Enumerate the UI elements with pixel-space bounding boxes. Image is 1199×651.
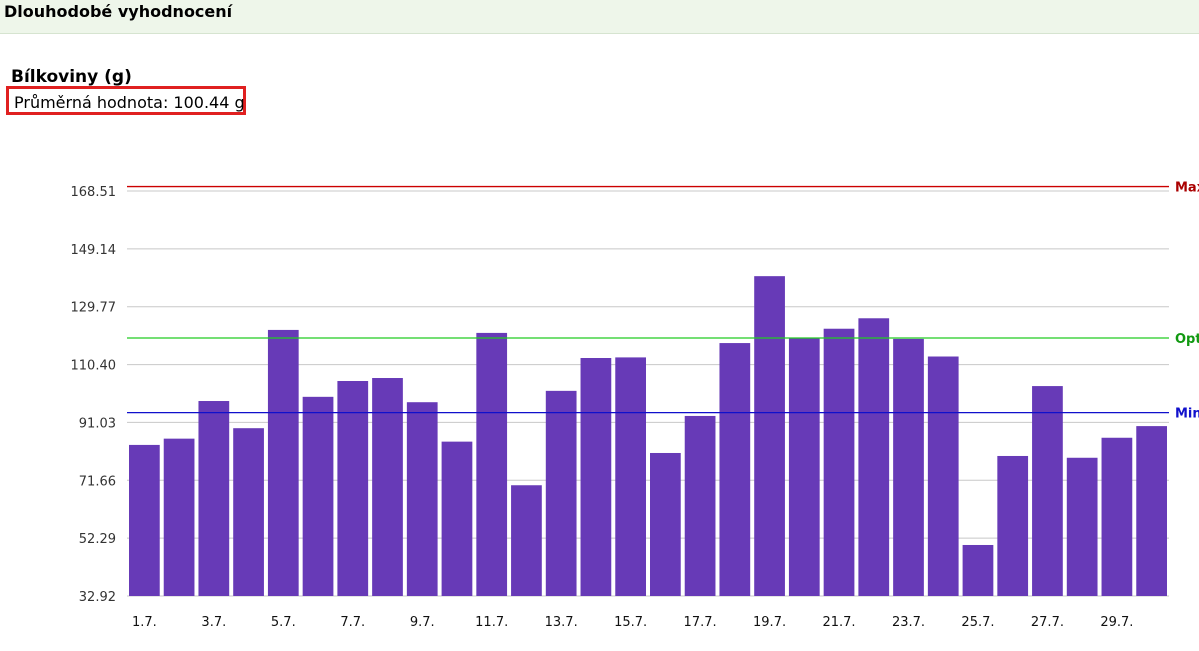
y-tick-label: 71.66 — [79, 474, 116, 489]
average-value-text: Průměrná hodnota: 100.44 g — [14, 93, 245, 112]
bar-19.7. — [754, 276, 785, 596]
bar-14.7. — [580, 358, 612, 596]
x-tick-label: 21.7. — [822, 615, 855, 630]
x-tick-label: 1.7. — [132, 615, 157, 630]
bar-2.7. — [163, 438, 195, 596]
x-tick-label: 13.7. — [545, 615, 578, 630]
reference-label-min: Min — [1175, 407, 1199, 422]
bar-1.7. — [129, 444, 160, 596]
x-tick-label: 17.7. — [684, 615, 717, 630]
bar-22.7. — [858, 318, 890, 596]
bar-29.7. — [1101, 437, 1133, 596]
x-tick-label: 11.7. — [475, 615, 508, 630]
x-tick-label: 7.7. — [340, 615, 365, 630]
bar-25.7. — [962, 544, 994, 596]
bar-21.7. — [823, 328, 855, 596]
x-tick-label: 3.7. — [201, 615, 226, 630]
reference-label-max: Max — [1175, 181, 1199, 196]
bar-30.7. — [1136, 426, 1167, 596]
bar-12.7. — [511, 485, 542, 596]
chart-section-title: Bílkoviny (g) — [11, 67, 132, 87]
bar-chart: 32.92 52.29 71.66 91.03 110.40 129.77 149.14 16… — [0, 150, 1199, 651]
bar-20.7. — [788, 338, 820, 596]
bar-chart-svg: 32.92 52.29 71.66 91.03 110.40 129.77 149.14 16… — [71, 181, 1199, 630]
bar-11.7. — [476, 332, 508, 596]
bar-18.7. — [719, 343, 751, 596]
y-tick-label: 168.51 — [71, 185, 117, 200]
bar-16.7. — [650, 452, 681, 596]
y-tick-label: 32.92 — [79, 590, 116, 605]
y-tick-label: 129.77 — [71, 301, 117, 316]
bar-28.7. — [1066, 457, 1098, 596]
x-tick-label: 29.7. — [1100, 615, 1133, 630]
x-tick-label: 9.7. — [410, 615, 435, 630]
page-title: Dlouhodobé vyhodnocení — [4, 2, 233, 21]
bar-6.7. — [302, 396, 334, 596]
bar-17.7. — [684, 415, 716, 596]
x-tick-label: 15.7. — [614, 615, 647, 630]
x-tick-label: 25.7. — [961, 615, 994, 630]
reference-label-opt: Opt — [1175, 332, 1199, 347]
bar-7.7. — [337, 380, 369, 596]
bar-9.7. — [406, 402, 438, 596]
y-tick-label: 110.40 — [71, 359, 117, 374]
average-highlight-box: Průměrná hodnota: 100.44 g — [6, 86, 246, 115]
x-tick-label: 5.7. — [271, 615, 296, 630]
bar-10.7. — [441, 441, 473, 596]
bar-3.7. — [198, 401, 230, 596]
y-tick-label: 52.29 — [79, 532, 116, 547]
bar-15.7. — [615, 357, 646, 596]
x-tick-label: 19.7. — [753, 615, 786, 630]
bar-8.7. — [372, 378, 403, 596]
bar-27.7. — [1032, 386, 1063, 596]
y-tick-label: 91.03 — [79, 416, 116, 431]
header-bar: Dlouhodobé vyhodnocení — [0, 0, 1199, 34]
x-tick-label: 27.7. — [1031, 615, 1064, 630]
bar-4.7. — [233, 428, 264, 596]
bar-13.7. — [545, 390, 577, 596]
bar-26.7. — [997, 455, 1029, 596]
y-tick-label: 149.14 — [71, 243, 117, 258]
bar-23.7. — [893, 338, 924, 596]
bar-24.7. — [927, 356, 959, 596]
x-tick-label: 23.7. — [892, 615, 925, 630]
bar-5.7. — [267, 329, 299, 596]
